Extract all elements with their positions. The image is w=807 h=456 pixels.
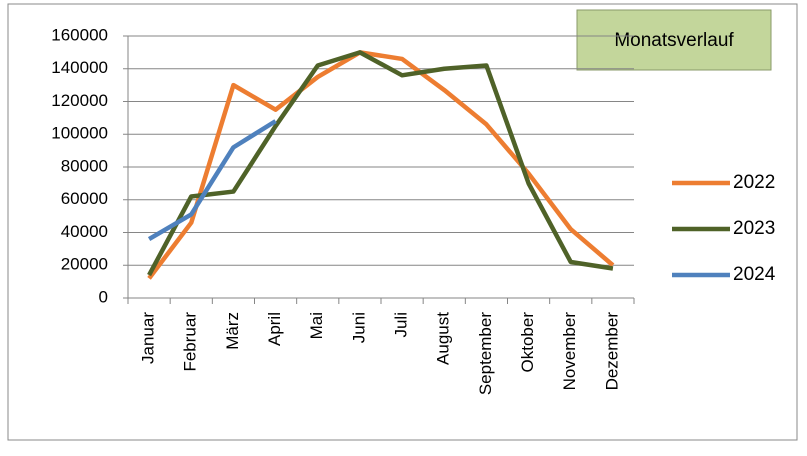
legend-label: 2022 bbox=[733, 172, 775, 193]
y-tick-label: 0 bbox=[99, 287, 108, 306]
x-tick-label: Mai bbox=[307, 312, 326, 339]
legend-label: 2023 bbox=[733, 218, 775, 239]
series-line bbox=[147, 50, 614, 277]
series-line bbox=[147, 119, 277, 241]
x-tick-label: September bbox=[476, 312, 495, 395]
y-tick-label: 80000 bbox=[61, 156, 108, 175]
y-tick-label: 20000 bbox=[61, 255, 108, 274]
x-tick-label: Juni bbox=[349, 312, 368, 343]
x-tick-label: Dezember bbox=[602, 312, 621, 391]
x-tick-label: November bbox=[560, 312, 579, 391]
legend-label: 2024 bbox=[733, 264, 776, 285]
y-tick-label: 120000 bbox=[51, 91, 108, 110]
x-tick-label: Januar bbox=[139, 312, 158, 364]
chart-title: Monatsverlauf bbox=[614, 30, 734, 51]
y-tick-label: 100000 bbox=[51, 124, 108, 143]
x-tick-label: Oktober bbox=[518, 312, 537, 373]
y-tick-label: 160000 bbox=[51, 25, 108, 44]
y-tick-label: 140000 bbox=[51, 58, 108, 77]
title-box bbox=[576, 9, 772, 71]
x-tick-label: März bbox=[223, 312, 242, 350]
y-tick-label: 40000 bbox=[61, 222, 108, 241]
x-tick-label: August bbox=[434, 312, 453, 365]
series-line bbox=[147, 50, 615, 280]
x-tick-label: April bbox=[265, 312, 284, 346]
x-tick-label: Juli bbox=[392, 312, 411, 338]
y-tick-label: 60000 bbox=[61, 189, 108, 208]
x-tick-label: Februar bbox=[181, 312, 200, 372]
